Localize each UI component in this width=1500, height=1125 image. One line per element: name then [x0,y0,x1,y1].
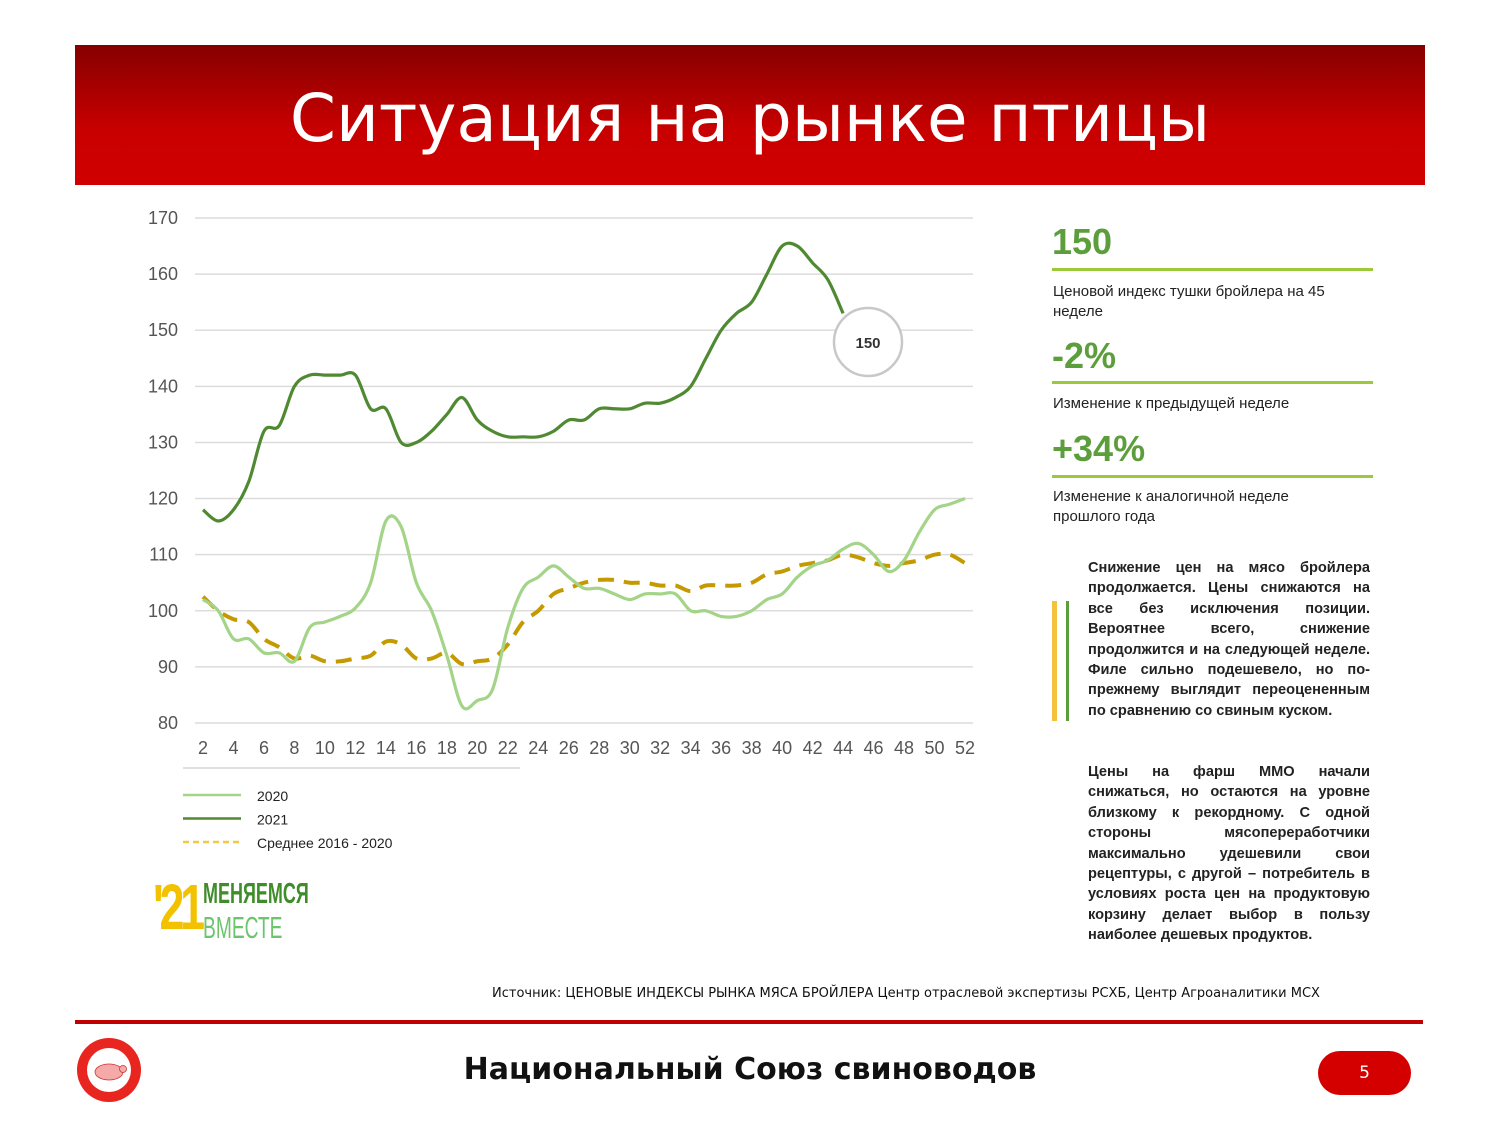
x-tick-label: 46 [864,738,884,758]
title-banner: Ситуация на рынке птицы [75,45,1425,185]
x-tick-label: 26 [559,738,579,758]
x-tick-label: 30 [620,738,640,758]
source-note: Источник: ЦЕНОВЫЕ ИНДЕКСЫ РЫНКА МЯСА БРО… [492,986,1320,1001]
y-tick-label: 150 [148,320,178,340]
x-tick-label: 12 [345,738,365,758]
y-tick-label: 90 [158,657,178,677]
x-tick-label: 20 [467,738,487,758]
x-tick-label: 36 [711,738,731,758]
kpi-value: 150 [1052,221,1113,262]
x-tick-label: 22 [498,738,518,758]
x-tick-label: 50 [925,738,945,758]
kpi-text: Изменение к предыдущей неделе [1053,395,1290,412]
kpi-text: Ценовой индекс тушки бройлера на 45 неде… [1053,283,1325,320]
organization-name: Национальный Союз свиноводов [463,1052,1037,1087]
x-tick-label: 34 [681,738,701,758]
y-tick-label: 170 [148,208,178,228]
y-tick-label: 110 [149,545,178,565]
kpi-divider [1052,268,1373,271]
page-title: Ситуация на рынке птицы [289,80,1211,157]
legend-label: 2021 [257,812,288,828]
kpi-value: +34% [1052,428,1146,469]
kpi-text: Изменение к аналогичной неделе прошлого … [1053,488,1289,525]
x-tick-label: 48 [894,738,914,758]
annotation-label: 150 [855,335,880,352]
kpi-divider [1052,381,1373,384]
y-tick-label: 160 [148,264,178,284]
x-tick-label: 14 [376,738,396,758]
series-line-Среднее-2016---2020 [201,551,967,667]
x-tick-label: 32 [650,738,670,758]
legend-label: Среднее 2016 - 2020 [257,835,393,851]
x-tick-label: 38 [742,738,762,758]
logo-line2: ВМЕСТЕ [203,910,283,945]
x-tick-label: 44 [833,738,853,758]
y-tick-label: 140 [148,376,178,396]
x-tick-label: 40 [772,738,792,758]
accent-bar-yellow [1052,601,1057,721]
x-tick-label: 16 [406,738,426,758]
kpi-divider [1052,475,1373,478]
x-tick-label: 6 [259,738,269,758]
accent-bar-green [1066,601,1069,721]
y-tick-label: 80 [158,713,178,733]
x-tick-label: 10 [315,738,335,758]
logo-number: '21 [153,871,205,943]
x-tick-label: 4 [228,738,238,758]
x-tick-label: 2 [198,738,208,758]
union-seal-logo [77,1038,141,1102]
annotation-circle [832,306,904,378]
x-tick-label: 28 [589,738,609,758]
x-tick-label: 24 [528,738,548,758]
series-line-2021 [201,241,845,523]
series-line-2020 [202,497,966,711]
x-tick-label: 18 [437,738,457,758]
logo-line1: МЕНЯЕМСЯ [203,878,309,910]
x-tick-label: 8 [289,738,299,758]
kpi-value: -2% [1052,335,1117,376]
y-tick-label: 120 [148,489,178,509]
footer-divider [75,1020,1423,1024]
commentary-paragraph: Снижение цен на мясо бройлера продолжает… [1088,560,1370,719]
x-tick-label: 42 [803,738,823,758]
commentary-paragraph: Цены на фарш ММО начали снижаться, но ос… [1088,764,1370,944]
y-tick-label: 100 [148,601,178,621]
y-tick-label: 130 [148,432,178,452]
legend-label: 2020 [257,788,288,804]
x-tick-label: 52 [955,738,975,758]
page-number-badge: 5 [1318,1051,1411,1095]
